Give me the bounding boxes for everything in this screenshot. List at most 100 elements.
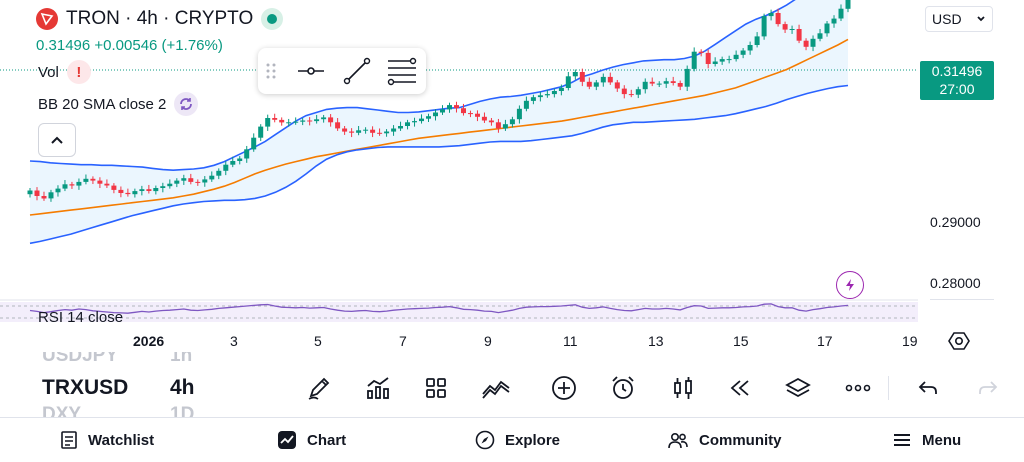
nav-menu[interactable]: Menu (892, 418, 961, 462)
trend-line-tool-icon[interactable] (342, 56, 372, 91)
symbol-header[interactable]: TRON · 4h · CRYPTO (36, 8, 284, 30)
nav-community[interactable]: Community (667, 418, 782, 462)
candle-body (502, 124, 508, 129)
candle-body (628, 94, 634, 96)
bar-style-icon[interactable] (665, 370, 701, 406)
chart-settings-icon[interactable] (948, 330, 972, 354)
price-change: +0.00546 (+1.76%) (94, 37, 223, 54)
candle-body (328, 117, 334, 123)
candle-body (440, 109, 445, 113)
candle-body (838, 8, 844, 19)
candle-body (705, 52, 711, 64)
collapse-indicators-button[interactable] (38, 123, 76, 157)
bb-indicator-row[interactable]: BB 20 SMA close 2 (38, 92, 199, 116)
candle-body (782, 24, 788, 30)
rsi-indicator-row[interactable]: RSI 14 close (38, 311, 123, 322)
candle-body (230, 161, 236, 165)
next-symbol-tf: 1D (170, 404, 195, 417)
bar-countdown: 27:00 (939, 81, 975, 97)
candle-body (733, 54, 739, 60)
candle-body (363, 129, 369, 131)
nav-chart[interactable]: Chart (277, 418, 346, 462)
candle-body (656, 83, 662, 85)
next-symbol[interactable]: DXY (42, 404, 81, 417)
prev-symbol[interactable]: USDJPY (42, 352, 118, 366)
rsi-value-label: 69.46 (920, 303, 994, 323)
currency-label: USD (932, 11, 962, 27)
candle-body (663, 81, 669, 84)
currency-selector[interactable]: USD (925, 6, 993, 32)
candle-body (153, 188, 159, 192)
candle-body (405, 122, 410, 126)
flash-icon[interactable] (836, 271, 864, 299)
candle-body (642, 81, 648, 90)
candle-body (481, 116, 487, 121)
candle-body (111, 185, 117, 190)
alert-icon[interactable] (605, 370, 641, 406)
candle-body (216, 170, 222, 176)
layout-icon[interactable] (418, 370, 454, 406)
candle-body (104, 183, 110, 186)
fib-retracement-tool-icon[interactable] (386, 56, 418, 91)
candle-body (593, 82, 599, 87)
time-tick: 13 (648, 333, 664, 349)
pencil-icon[interactable] (301, 370, 337, 406)
chevron-down-icon (977, 16, 985, 22)
add-icon[interactable] (546, 370, 582, 406)
candle-body (258, 126, 264, 138)
candle-body (635, 89, 641, 95)
current-symbol[interactable]: TRXUSD (42, 376, 129, 399)
candle-body (293, 121, 299, 123)
chart-icon (278, 431, 296, 449)
candle-body (754, 36, 760, 45)
volume-indicator-row[interactable]: Vol ! (38, 60, 91, 84)
candle-body (796, 29, 802, 41)
candle-body (775, 13, 781, 25)
candle-body (251, 137, 257, 150)
bb-basis-price-label: 0.30805 (920, 103, 994, 123)
more-icon[interactable] (840, 370, 876, 406)
candle-body (544, 94, 550, 96)
horizontal-line-tool-icon[interactable] (296, 58, 326, 89)
candle-body (558, 87, 564, 91)
bottom-navigation: Watchlist Chart Explore Community Menu (0, 417, 1024, 462)
bb-basis-price-value: 0.30805 (931, 105, 983, 121)
candle-body (495, 122, 501, 129)
candle-body (83, 178, 89, 182)
candle-body (433, 112, 438, 117)
candle-body (461, 108, 466, 114)
drag-handle-icon[interactable] (266, 62, 276, 85)
candle-body (468, 113, 473, 115)
warning-icon[interactable]: ! (66, 60, 91, 84)
candle-body (447, 105, 452, 110)
nav-chart-label: Chart (307, 431, 347, 449)
prev-symbol-name: USDJPY (42, 352, 119, 366)
candle-body (412, 121, 417, 123)
candle-body (300, 120, 306, 122)
current-timeframe[interactable]: 4h (170, 376, 195, 399)
undo-icon[interactable] (910, 370, 946, 406)
candle-body (55, 188, 61, 193)
watchlist-icon (61, 431, 77, 449)
candle-body (181, 178, 187, 181)
candle-body (34, 190, 40, 196)
nav-watchlist[interactable]: Watchlist (60, 418, 154, 462)
candle-body (69, 184, 75, 186)
replay-icon[interactable] (722, 370, 758, 406)
candle-body (335, 122, 341, 129)
candle-body (537, 95, 543, 98)
candle-body (747, 45, 753, 51)
candle-body (62, 184, 68, 189)
layers-icon[interactable] (780, 370, 816, 406)
compare-icon[interactable] (478, 370, 514, 406)
bb-lower-price-value: 0.30064 (931, 150, 983, 166)
redo-icon[interactable] (970, 370, 1006, 406)
candle-body (48, 192, 54, 199)
candle-body (530, 97, 536, 101)
last-price: 0.31496 (36, 37, 91, 54)
nav-explore[interactable]: Explore (475, 418, 560, 462)
indicators-icon[interactable] (360, 370, 396, 406)
candle-body (509, 119, 515, 125)
candle-body (370, 129, 376, 133)
